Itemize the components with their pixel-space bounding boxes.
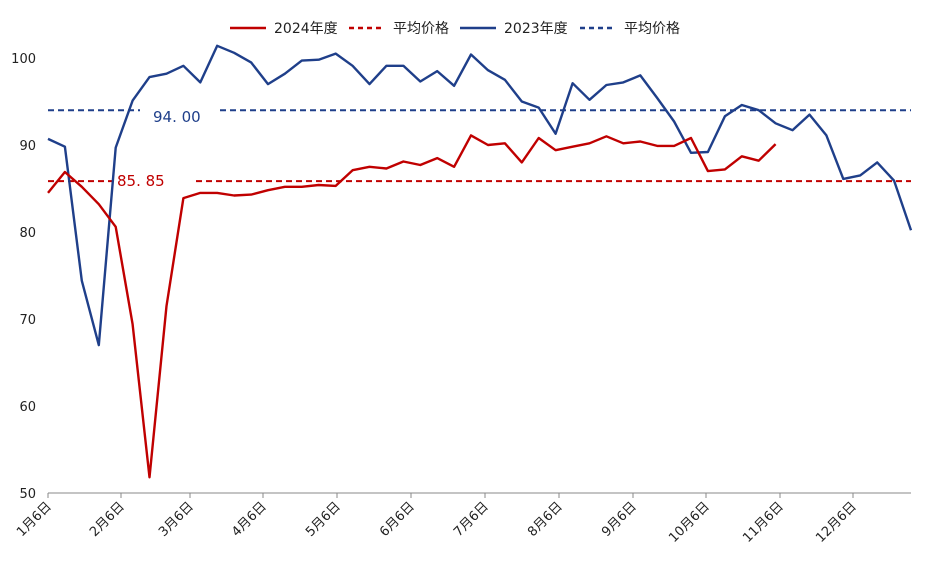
legend-label: 2023年度 bbox=[504, 21, 568, 37]
y-tick-label: 50 bbox=[19, 487, 36, 502]
x-tick-label: 6月6日 bbox=[377, 499, 418, 540]
series-line bbox=[47, 134, 777, 479]
series-lines bbox=[47, 44, 913, 479]
x-tick-label: 2月6日 bbox=[87, 499, 128, 540]
x-tick-label: 12月6日 bbox=[813, 499, 860, 546]
x-tick-label: 10月6日 bbox=[666, 499, 713, 546]
y-tick-label: 90 bbox=[19, 139, 36, 154]
x-tick-label: 3月6日 bbox=[156, 499, 197, 540]
average-label: 85. 85 bbox=[117, 172, 165, 190]
series-line bbox=[47, 44, 913, 347]
legend-label: 2024年度 bbox=[274, 21, 338, 37]
y-axis-labels: 50 60 70 80 90 100 bbox=[11, 52, 36, 502]
x-tick-label: 7月6日 bbox=[451, 499, 492, 540]
x-tick-label: 5月6日 bbox=[303, 499, 344, 540]
y-tick-label: 70 bbox=[19, 313, 36, 328]
x-axis: 1月6日 2月6日 3月6日 4月6日 5月6日 6月6日 7月6日 8月6日 9月6日 10月6… bbox=[14, 492, 911, 546]
x-tick-label: 9月6日 bbox=[599, 499, 640, 540]
chart-legend: 2024年度 平均价格 2023年度 平均价格 bbox=[230, 21, 680, 37]
x-tick-label: 8月6日 bbox=[525, 499, 566, 540]
x-tick-label: 4月6日 bbox=[229, 499, 270, 540]
y-tick-label: 60 bbox=[19, 400, 36, 415]
x-tick-label: 11月6日 bbox=[740, 499, 787, 546]
x-tick-label: 1月6日 bbox=[14, 499, 55, 540]
y-tick-label: 80 bbox=[19, 226, 36, 241]
average-label: 94. 00 bbox=[153, 108, 201, 126]
y-tick-label: 100 bbox=[11, 52, 36, 67]
average-lines: 85. 85 94. 00 bbox=[48, 108, 911, 190]
legend-label: 平均价格 bbox=[624, 21, 680, 37]
legend-label: 平均价格 bbox=[393, 21, 449, 37]
